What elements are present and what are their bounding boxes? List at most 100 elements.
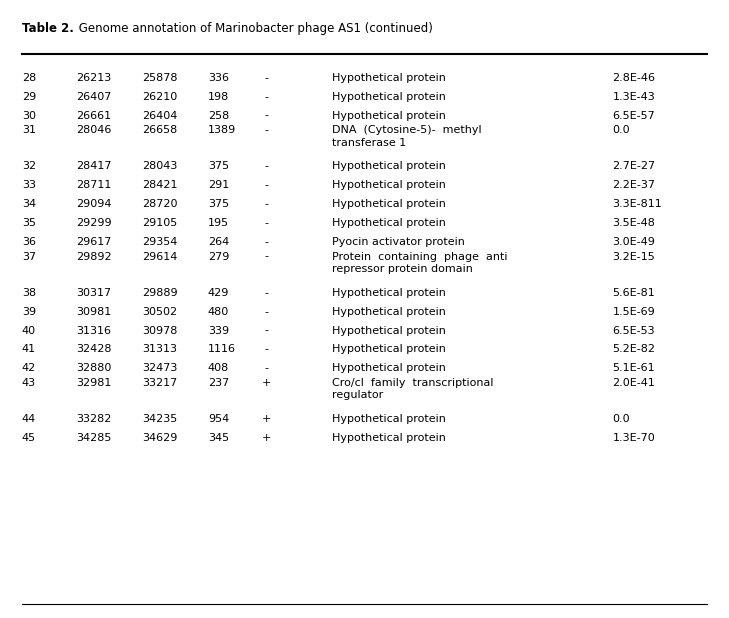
Text: 29889: 29889 bbox=[142, 288, 178, 298]
Text: 26658: 26658 bbox=[142, 125, 177, 135]
Text: 35: 35 bbox=[22, 218, 36, 228]
Text: DNA  (Cytosine-5)-  methyl: DNA (Cytosine-5)- methyl bbox=[332, 125, 481, 135]
Text: 40: 40 bbox=[22, 326, 36, 336]
Text: 39: 39 bbox=[22, 307, 36, 316]
Text: 2.7E-27: 2.7E-27 bbox=[612, 161, 655, 171]
Text: 1.3E-43: 1.3E-43 bbox=[612, 91, 655, 101]
Text: 33282: 33282 bbox=[77, 414, 112, 424]
Text: 36: 36 bbox=[22, 237, 36, 247]
Text: 28043: 28043 bbox=[142, 161, 178, 171]
Text: 3.3E-811: 3.3E-811 bbox=[612, 199, 662, 209]
Text: 29614: 29614 bbox=[142, 252, 178, 261]
Text: regulator: regulator bbox=[332, 390, 383, 400]
Text: 1389: 1389 bbox=[208, 125, 236, 135]
Text: +: + bbox=[262, 433, 270, 443]
Text: 45: 45 bbox=[22, 433, 36, 443]
Text: 34235: 34235 bbox=[142, 414, 177, 424]
Text: Pyocin activator protein: Pyocin activator protein bbox=[332, 237, 464, 247]
Text: 3.5E-48: 3.5E-48 bbox=[612, 218, 655, 228]
Text: 1.5E-69: 1.5E-69 bbox=[612, 307, 655, 316]
Text: 26404: 26404 bbox=[142, 111, 178, 121]
Text: 2.8E-46: 2.8E-46 bbox=[612, 73, 655, 83]
Text: 264: 264 bbox=[208, 237, 229, 247]
Text: 429: 429 bbox=[208, 288, 229, 298]
Text: Hypothetical protein: Hypothetical protein bbox=[332, 73, 445, 83]
Text: Hypothetical protein: Hypothetical protein bbox=[332, 344, 445, 354]
Text: 29354: 29354 bbox=[142, 237, 178, 247]
Text: 31316: 31316 bbox=[77, 326, 112, 336]
Text: 28046: 28046 bbox=[77, 125, 112, 135]
Text: Hypothetical protein: Hypothetical protein bbox=[332, 218, 445, 228]
Text: 26210: 26210 bbox=[142, 91, 177, 101]
Text: 279: 279 bbox=[208, 252, 229, 261]
Text: 6.5E-57: 6.5E-57 bbox=[612, 111, 655, 121]
Text: 26661: 26661 bbox=[77, 111, 112, 121]
Text: 5.2E-82: 5.2E-82 bbox=[612, 344, 655, 354]
Text: 30978: 30978 bbox=[142, 326, 178, 336]
Text: 258: 258 bbox=[208, 111, 229, 121]
Text: transferase 1: transferase 1 bbox=[332, 137, 406, 148]
Text: 34629: 34629 bbox=[142, 433, 178, 443]
Text: 28720: 28720 bbox=[142, 199, 178, 209]
Text: 33217: 33217 bbox=[142, 378, 177, 388]
Text: -: - bbox=[264, 363, 268, 373]
Text: 32: 32 bbox=[22, 161, 36, 171]
Text: 5.6E-81: 5.6E-81 bbox=[612, 288, 655, 298]
Text: 0.0: 0.0 bbox=[612, 125, 630, 135]
Text: 0.0: 0.0 bbox=[612, 414, 630, 424]
Text: Hypothetical protein: Hypothetical protein bbox=[332, 111, 445, 121]
Text: 195: 195 bbox=[208, 218, 229, 228]
Text: -: - bbox=[264, 307, 268, 316]
Text: Hypothetical protein: Hypothetical protein bbox=[332, 433, 445, 443]
Text: 29094: 29094 bbox=[77, 199, 112, 209]
Text: 32880: 32880 bbox=[77, 363, 112, 373]
Text: -: - bbox=[264, 288, 268, 298]
Text: 30317: 30317 bbox=[77, 288, 112, 298]
Text: 38: 38 bbox=[22, 288, 36, 298]
Text: 29892: 29892 bbox=[77, 252, 112, 261]
Text: 26213: 26213 bbox=[77, 73, 112, 83]
Text: -: - bbox=[264, 111, 268, 121]
Text: -: - bbox=[264, 180, 268, 190]
Text: Hypothetical protein: Hypothetical protein bbox=[332, 199, 445, 209]
Text: 30981: 30981 bbox=[77, 307, 112, 316]
Text: -: - bbox=[264, 237, 268, 247]
Text: Genome annotation of Marinobacter phage AS1 (continued): Genome annotation of Marinobacter phage … bbox=[75, 22, 433, 35]
Text: 41: 41 bbox=[22, 344, 36, 354]
Text: 44: 44 bbox=[22, 414, 36, 424]
Text: Protein  containing  phage  anti: Protein containing phage anti bbox=[332, 252, 507, 261]
Text: 42: 42 bbox=[22, 363, 36, 373]
Text: 26407: 26407 bbox=[77, 91, 112, 101]
Text: 29: 29 bbox=[22, 91, 36, 101]
Text: 5.1E-61: 5.1E-61 bbox=[612, 363, 655, 373]
Text: 29299: 29299 bbox=[77, 218, 112, 228]
Text: Hypothetical protein: Hypothetical protein bbox=[332, 161, 445, 171]
Text: 29105: 29105 bbox=[142, 218, 177, 228]
Text: +: + bbox=[262, 414, 270, 424]
Text: repressor protein domain: repressor protein domain bbox=[332, 264, 472, 274]
Text: 32428: 32428 bbox=[77, 344, 112, 354]
Text: 28: 28 bbox=[22, 73, 36, 83]
Text: 408: 408 bbox=[208, 363, 229, 373]
Text: 2.2E-37: 2.2E-37 bbox=[612, 180, 655, 190]
Text: 31: 31 bbox=[22, 125, 36, 135]
Text: 6.5E-53: 6.5E-53 bbox=[612, 326, 655, 336]
Text: 2.0E-41: 2.0E-41 bbox=[612, 378, 655, 388]
Text: -: - bbox=[264, 125, 268, 135]
Text: -: - bbox=[264, 326, 268, 336]
Text: -: - bbox=[264, 344, 268, 354]
Text: +: + bbox=[262, 378, 270, 388]
Text: 1116: 1116 bbox=[208, 344, 235, 354]
Text: 198: 198 bbox=[208, 91, 229, 101]
Text: Hypothetical protein: Hypothetical protein bbox=[332, 326, 445, 336]
Text: Cro/cl  family  transcriptional: Cro/cl family transcriptional bbox=[332, 378, 494, 388]
Text: 291: 291 bbox=[208, 180, 229, 190]
Text: 3.0E-49: 3.0E-49 bbox=[612, 237, 655, 247]
Text: Hypothetical protein: Hypothetical protein bbox=[332, 363, 445, 373]
Text: 30502: 30502 bbox=[142, 307, 177, 316]
Text: 954: 954 bbox=[208, 414, 229, 424]
Text: 34285: 34285 bbox=[77, 433, 112, 443]
Text: 34: 34 bbox=[22, 199, 36, 209]
Text: 345: 345 bbox=[208, 433, 229, 443]
Text: Hypothetical protein: Hypothetical protein bbox=[332, 180, 445, 190]
